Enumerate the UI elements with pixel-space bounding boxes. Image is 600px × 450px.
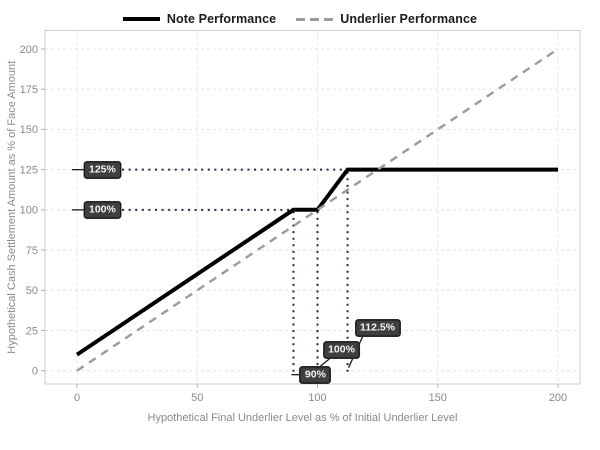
y-tick-label: 125 [20, 164, 38, 176]
x-tick-label: 200 [549, 392, 567, 404]
x-tick-label: 150 [429, 392, 447, 404]
y-tick-label: 200 [20, 44, 38, 56]
y-tick-label: 0 [32, 366, 38, 378]
note-performance-line [75, 167, 558, 357]
callout-leader [347, 336, 364, 368]
y-tick-label: 50 [26, 285, 38, 297]
plot-panel-border [44, 30, 581, 385]
underlier-performance-line [76, 48, 559, 372]
x-tick-label: 0 [74, 392, 80, 404]
y-tick-label: 150 [20, 124, 38, 136]
y-tick-label: 75 [26, 245, 38, 257]
x-tick-label: 100 [308, 392, 326, 404]
x-axis-title: Hypothetical Final Underlier Level as % … [148, 412, 458, 424]
y-axis-title: Hypothetical Cash Settlement Amount as %… [6, 61, 18, 354]
y-tick-label: 100 [20, 205, 38, 217]
y-tick-label: 25 [26, 325, 38, 337]
x-tick-label: 50 [191, 392, 203, 404]
callout-leader [318, 358, 330, 369]
y-tick-label: 175 [20, 84, 38, 96]
